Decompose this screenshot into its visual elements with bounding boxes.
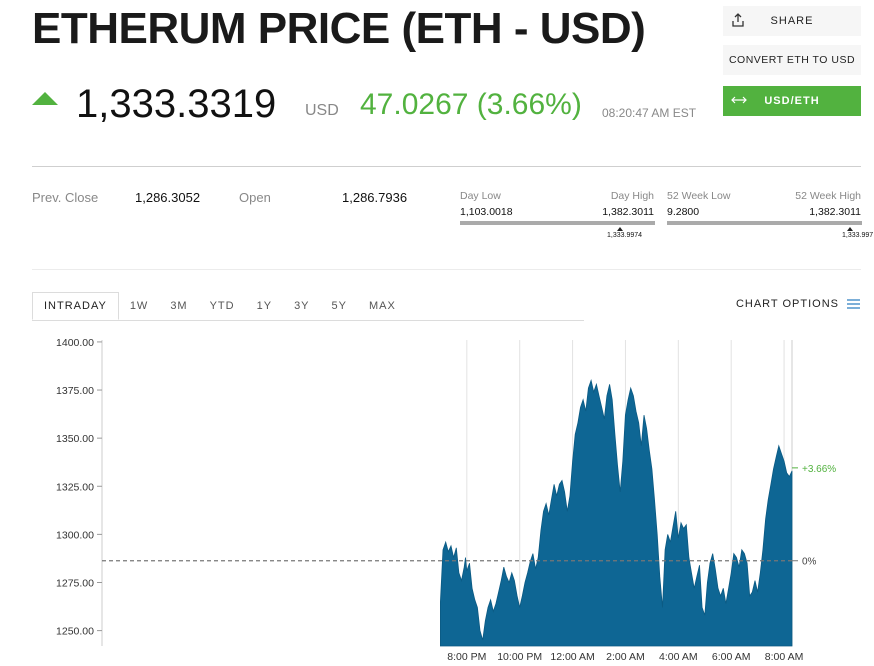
share-label: SHARE — [770, 15, 814, 27]
week52-high-value: 1,382.3011 — [809, 206, 861, 218]
day-low-value: 1,103.0018 — [460, 206, 513, 218]
share-icon — [732, 13, 744, 27]
day-range-marker — [617, 227, 623, 231]
y-tick-label: 1375.00 — [56, 385, 94, 397]
menu-icon — [847, 299, 860, 309]
week52-range-current: 1,333.997 — [842, 232, 874, 239]
week52-low-label: 52 Week Low — [667, 190, 731, 202]
convert-button[interactable]: CONVERT ETH TO USD — [723, 45, 861, 75]
tab-5y[interactable]: 5Y — [331, 300, 347, 312]
tab-1y[interactable]: 1Y — [256, 300, 273, 312]
x-tick-label: 6:00 AM — [712, 651, 751, 663]
open-value: 1,286.7936 — [342, 190, 408, 205]
day-low-label: Day Low — [460, 190, 501, 202]
week52-range-bar — [667, 221, 862, 225]
usd-eth-label: USD/ETH — [764, 95, 820, 107]
price-change: 47.0267 (3.66%) — [360, 88, 582, 121]
y-tick-label: 1275.00 — [56, 577, 94, 589]
price-chart[interactable]: 0% +3.66% 1400.00 1375.00 1350.00 1325.00 1300… — [0, 330, 874, 666]
y-tick-label: 1250.00 — [56, 626, 94, 638]
header-divider — [32, 166, 861, 167]
currency-label: USD — [305, 102, 339, 119]
open-label: Open — [239, 190, 271, 205]
x-tick-label: 4:00 AM — [659, 651, 698, 663]
tab-ytd[interactable]: YTD — [209, 300, 235, 312]
x-tick-label: 8:00 PM — [447, 651, 486, 663]
tab-3m[interactable]: 3M — [170, 300, 188, 312]
day-range-current: 1,333.9974 — [607, 232, 643, 239]
y-tick-label: 1400.00 — [56, 337, 94, 349]
last-value-label: +3.66% — [802, 464, 836, 475]
share-button[interactable]: SHARE — [723, 6, 861, 36]
x-tick-label: 12:00 AM — [550, 651, 594, 663]
current-price: 1,333.3319 — [76, 82, 277, 126]
prev-close-label: Prev. Close — [32, 190, 99, 205]
y-tick-label: 1325.00 — [56, 481, 94, 493]
day-high-value: 1,382.3011 — [602, 206, 654, 218]
prev-close-value: 1,286.3052 — [135, 190, 201, 205]
up-arrow-icon — [32, 92, 58, 105]
convert-label: CONVERT ETH TO USD — [728, 54, 856, 66]
day-range-bar — [460, 221, 655, 225]
y-tick-label: 1350.00 — [56, 433, 94, 445]
tabs-underline — [32, 320, 584, 321]
timestamp: 08:20:47 AM EST — [602, 106, 697, 120]
timeframe-tabs: INTRADAY 1W 3M YTD 1Y 3Y 5Y MAX — [32, 292, 407, 320]
week52-high-label: 52 Week High — [795, 190, 861, 202]
reference-line-label: 0% — [802, 557, 817, 568]
x-tick-label: 8:00 AM — [765, 651, 804, 663]
tab-intraday[interactable]: INTRADAY — [32, 292, 119, 320]
week52-range-marker — [847, 227, 853, 231]
chart-options-label: CHART OPTIONS — [735, 298, 839, 310]
tab-1w[interactable]: 1W — [129, 300, 149, 312]
week52-low-value: 9.2800 — [667, 206, 700, 218]
tab-3y[interactable]: 3Y — [294, 300, 310, 312]
price-area-series — [440, 378, 793, 647]
chart-options-button[interactable]: CHART OPTIONS — [736, 298, 860, 310]
x-tick-label: 10:00 PM — [497, 651, 542, 663]
usd-eth-toggle-button[interactable]: USD/ETH — [723, 86, 861, 116]
swap-arrows-icon — [731, 96, 747, 104]
tab-max[interactable]: MAX — [369, 300, 396, 312]
stats-divider — [32, 269, 861, 270]
page-title: ETHERUM PRICE (ETH - USD) — [32, 4, 646, 53]
y-tick-label: 1300.00 — [56, 529, 94, 541]
day-high-label: Day High — [610, 190, 654, 202]
x-tick-label: 2:00 AM — [606, 651, 645, 663]
